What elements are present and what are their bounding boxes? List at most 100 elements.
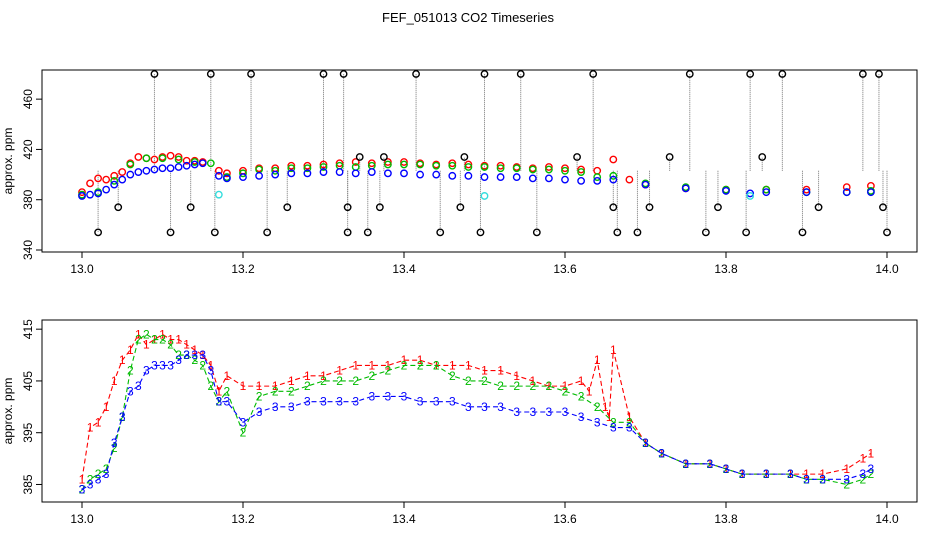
series-marker-1: 1 [119,353,126,367]
point-3 [464,171,473,180]
series-marker-3: 3 [578,410,585,424]
series-marker-2: 2 [546,379,553,393]
point-2 [142,154,151,163]
point-1 [383,158,392,166]
point-outliers [166,228,175,237]
point-1 [78,188,86,197]
point-1 [182,156,191,165]
point-3 [287,169,296,178]
point-outliers [436,228,445,237]
series-marker-1: 1 [256,379,263,393]
point-1 [102,175,111,184]
point-3 [126,170,135,179]
point-outliers [879,203,887,212]
point-1 [110,171,119,180]
series-marker-1: 1 [224,369,231,383]
series-marker-1: 1 [135,327,142,341]
point-outliers [210,228,219,237]
point-3 [335,168,344,176]
point-3 [94,189,103,198]
series-marker-3: 3 [224,395,231,409]
x-tick-label: 13.8 [714,262,738,276]
point-outliers [858,70,867,78]
series-marker-2: 2 [207,379,214,393]
series-marker-1: 1 [843,462,850,476]
point-outliers [645,203,654,212]
series-marker-1: 1 [272,379,279,393]
x-tick-label: 13.4 [392,512,416,526]
series-marker-2: 2 [191,353,198,367]
series-marker-2: 2 [401,358,408,372]
point-3 [867,188,875,197]
series-marker-1: 1 [497,364,504,378]
series-marker-3: 3 [546,405,553,419]
series-marker-1: 1 [578,374,585,388]
point-outliers [343,203,352,212]
chart-title: FEF_051013 CO2 Timeseries [382,10,554,25]
point-outliers [186,203,195,212]
point-2 [609,171,618,180]
series-marker-2: 2 [352,374,359,388]
point-outliers [613,228,622,237]
series-marker-3: 3 [682,457,689,471]
point-3 [367,168,376,176]
point-1 [287,161,296,170]
series-marker-1: 1 [143,338,150,352]
series-marker-3: 3 [336,395,343,409]
point-outliers [746,70,755,78]
point-2 [303,164,312,173]
series-marker-1: 1 [401,353,408,367]
point-outliers [665,153,674,161]
point-1 [351,158,360,166]
point-1 [496,161,505,170]
series-marker-2: 2 [682,457,689,471]
series-marker-3: 3 [626,421,633,435]
series-line-3 [81,354,872,491]
series-marker-1: 1 [481,364,488,378]
series-marker-1: 1 [606,410,613,424]
point-1 [166,151,175,160]
series-marker-2: 2 [320,374,327,388]
point-3 [842,188,851,197]
series-marker-3: 3 [868,462,875,476]
series-marker-1: 1 [304,369,311,383]
series-marker-2: 2 [368,369,375,383]
point-3 [222,174,231,183]
series-marker-1: 1 [336,364,343,378]
point-2 [512,164,521,173]
series-marker-3: 3 [167,358,174,372]
point-2 [271,166,280,175]
series-marker-1: 1 [95,415,102,429]
series-marker-3: 3 [143,364,150,378]
series-marker-1: 1 [79,472,86,486]
series-marker-2: 2 [465,374,472,388]
point-outliers [460,153,469,161]
series-marker-2: 2 [175,348,182,362]
point-1 [94,174,103,183]
series-marker-2: 2 [433,358,440,372]
point-3 [174,163,183,171]
series-marker-1: 1 [529,374,536,388]
y-axis-label: approx. ppm [1,378,15,445]
point-2 [480,163,489,171]
point-2 [464,163,473,171]
series-marker-2: 2 [449,369,456,383]
point-1 [86,179,94,188]
series-marker-3: 3 [151,358,158,372]
point-outliers [343,228,352,237]
series-marker-2: 2 [87,472,94,486]
point-1 [464,160,473,169]
series-marker-3: 3 [256,405,263,419]
point-3 [303,169,312,178]
series-marker-1: 1 [207,358,214,372]
series-marker-3: 3 [216,395,223,409]
bottom-panel: 13.0 13.2 13.4 13.6 13.8 14.0 385 395 405 415 appr… [1,319,918,526]
series-marker-1: 1 [562,379,569,393]
y-tick-label: 395 [21,422,35,442]
series-marker-1: 1 [368,358,375,372]
point-3 [609,175,618,184]
series-marker-1: 1 [216,384,223,398]
series-marker-3: 3 [763,467,770,481]
point-2 [174,155,183,164]
